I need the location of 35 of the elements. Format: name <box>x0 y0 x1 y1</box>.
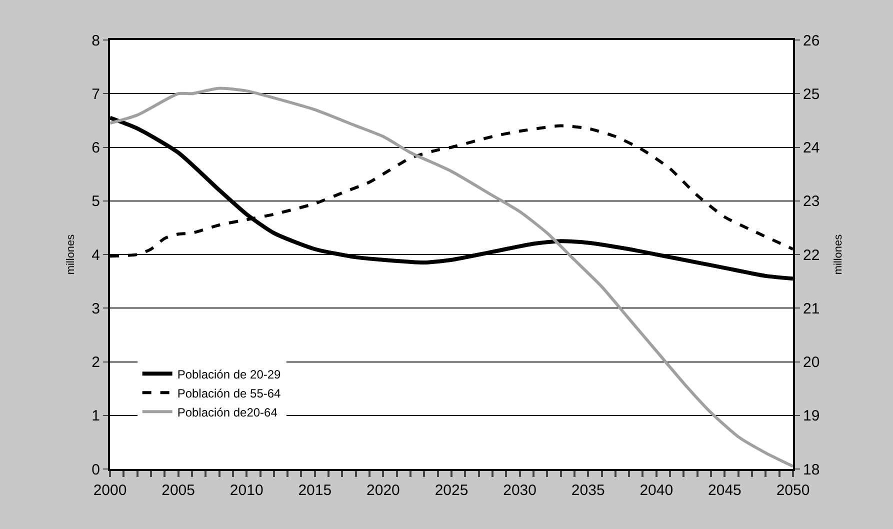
x-tick-label: 2030 <box>503 482 536 499</box>
y-tick-label: 0 <box>92 461 100 478</box>
y2-tick-label: 24 <box>803 140 820 156</box>
y-tick-label: 7 <box>92 86 100 103</box>
x-tick-label: 2045 <box>708 482 742 499</box>
y-axis-title: millones <box>64 234 77 275</box>
y2-tick-label: 18 <box>803 461 820 478</box>
y2-tick-label: 23 <box>803 193 820 210</box>
x-tick-label: 2035 <box>571 482 605 499</box>
x-tick-label: 2025 <box>434 482 468 499</box>
y2-tick-label: 22 <box>803 246 820 264</box>
y-tick-label: 4 <box>92 246 100 264</box>
legend-label: Población de 55-64 <box>177 386 282 400</box>
y-tick-label: 5 <box>92 193 100 210</box>
legend-label: Población de 20-29 <box>177 367 282 382</box>
legend-label: Población de20-64 <box>177 405 278 420</box>
y2-tick-label: 21 <box>803 300 820 318</box>
x-tick-label: 2005 <box>162 482 195 499</box>
y2-tick-label: 25 <box>803 86 820 103</box>
x-tick-label: 2010 <box>230 482 264 499</box>
x-tick-label: 2000 <box>93 482 127 499</box>
y-tick-label: 8 <box>92 32 100 50</box>
y-tick-label: 1 <box>92 408 100 425</box>
x-tick-label: 2020 <box>366 482 400 499</box>
x-tick-label: 2015 <box>298 482 332 499</box>
line-series <box>110 86 793 468</box>
x-tick-label: 2040 <box>640 482 674 499</box>
y2-tick-label: 19 <box>803 408 820 425</box>
y-tick-label: 3 <box>92 300 100 318</box>
y2-tick-label: 26 <box>803 32 820 50</box>
x-tick-label: 2050 <box>776 482 810 499</box>
y2-tick-label: 20 <box>803 354 820 371</box>
y-tick-label: 2 <box>92 354 100 371</box>
y-tick-label: 6 <box>92 140 100 156</box>
y2-axis-title: millones <box>832 234 844 275</box>
